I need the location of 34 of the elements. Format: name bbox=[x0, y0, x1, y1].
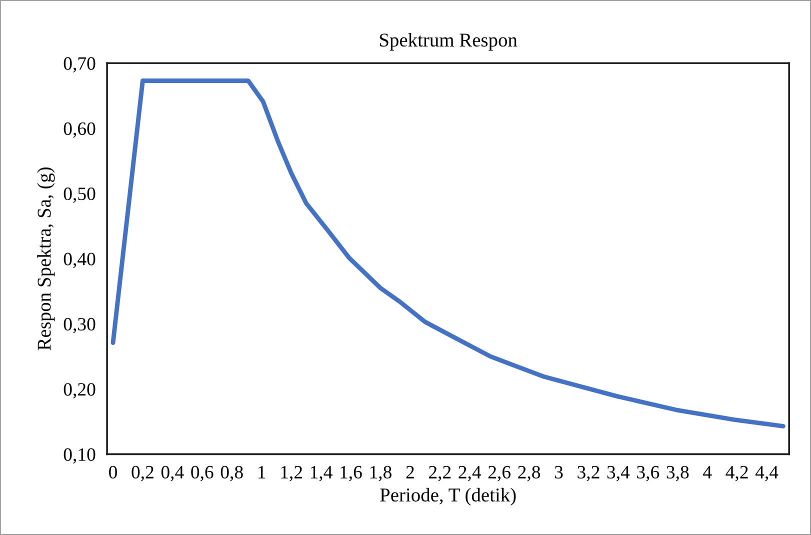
chart-title: Spektrum Respon bbox=[380, 32, 518, 51]
x-tick-label: 2,8 bbox=[518, 466, 540, 482]
x-tick-label: 0 bbox=[109, 466, 117, 479]
x-tick-label: 4 bbox=[703, 466, 712, 478]
x-tick-label: 3,4 bbox=[607, 466, 630, 482]
x-tick-label: 1,8 bbox=[370, 466, 392, 482]
x-tick-label: 0,2 bbox=[132, 466, 154, 482]
x-tick-label: 0,4 bbox=[161, 466, 184, 482]
x-tick-label: 3 bbox=[554, 466, 563, 479]
x-tick-label: 1 bbox=[258, 466, 266, 478]
x-tick-label: 3,6 bbox=[637, 466, 660, 482]
x-tick-label: 2,2 bbox=[429, 466, 451, 482]
x-tick-label: 4,2 bbox=[726, 466, 748, 482]
x-tick-label: 0,6 bbox=[191, 466, 214, 482]
y-tick-label: 0,60 bbox=[64, 122, 96, 138]
y-tick-label: 0,70 bbox=[64, 57, 96, 73]
x-tick-label: 2 bbox=[406, 466, 414, 478]
x-tick-label: 0,8 bbox=[220, 466, 243, 482]
y-tick-label: 0,30 bbox=[64, 318, 96, 334]
x-tick-label: 3,2 bbox=[578, 466, 600, 482]
x-tick-label: 4,4 bbox=[755, 466, 778, 482]
x-tick-label: 3,8 bbox=[666, 466, 689, 482]
x-axis-title: Periode, T (detik) bbox=[380, 488, 516, 506]
y-tick-label: 0,40 bbox=[64, 252, 96, 268]
y-axis-title: Respon Spektra, Sa, (g) bbox=[37, 167, 55, 350]
x-tick-label: 2,4 bbox=[458, 466, 482, 482]
y-tick-label: 0,20 bbox=[64, 383, 96, 398]
x-tick-label: 1,2 bbox=[281, 466, 302, 482]
x-tick-label: 2,6 bbox=[488, 466, 510, 482]
x-tick-label: 1,6 bbox=[340, 466, 362, 482]
y-tick-label: 0,50 bbox=[64, 188, 96, 203]
x-tick-label: 1,4 bbox=[310, 466, 332, 482]
y-tick-label: 0,10 bbox=[64, 448, 96, 464]
line-series bbox=[110, 78, 786, 428]
